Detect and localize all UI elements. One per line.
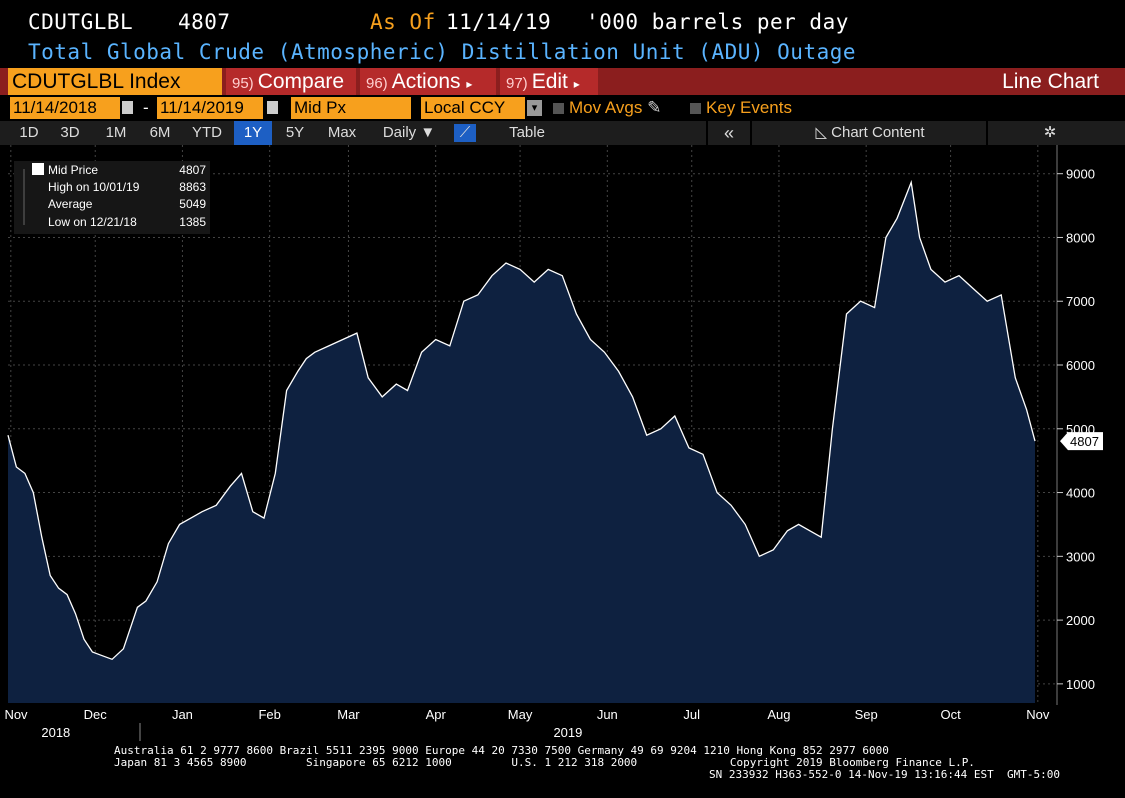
y-tick-label: 8000 [1066,230,1095,245]
legend-label: Low on 12/21/18 [48,215,137,229]
y-tick-label: 1000 [1066,677,1095,692]
tab-1m[interactable]: 1M [105,124,127,141]
year-label: 2018 [41,725,70,740]
pencil-icon[interactable]: ✎ [647,98,662,117]
year-label: 2019 [553,725,582,740]
as-of-label: As Of [370,10,436,34]
tab-ytd[interactable]: YTD [192,124,222,141]
legend-label: High on 10/01/19 [48,180,140,194]
x-tick-label: Jun [597,707,618,722]
calendar-icon[interactable] [122,101,133,114]
area-fill [8,182,1035,703]
security-input[interactable]: CDUTGLBL Index [8,68,222,95]
legend: Mid Price 4807 High on 10/01/19 8863 Ave… [14,161,210,234]
tab-1d[interactable]: 1D [19,124,39,141]
legend-value: 4807 [179,163,206,177]
description: Total Global Crude (Atmospheric) Distill… [28,40,857,64]
y-tick-label: 7000 [1066,294,1095,309]
x-tick-label: Jul [683,707,700,722]
footer-line: SN 233932 H363-552-0 14-Nov-19 13:16:44 … [709,768,1060,781]
tab-3d[interactable]: 3D [60,124,80,141]
y-tick-label: 9000 [1066,167,1095,182]
x-tick-label: Aug [767,707,790,722]
x-tick-label: Sep [855,707,878,722]
gear-icon[interactable]: ✲ [1043,124,1057,141]
x-tick-label: Dec [84,707,108,722]
legend-swatch [32,163,44,175]
legend-label: Mid Price [48,163,98,177]
settings-bar: 11/14/2018 - 11/14/2019 Mid Px Local CCY… [0,97,1125,119]
edit-button[interactable]: 97) Edit ▸ [500,68,598,95]
tab-1y[interactable]: 1Y [234,121,272,145]
key-events-toggle[interactable]: Key Events [690,97,792,119]
legend-value: 8863 [179,180,206,194]
end-date-input[interactable]: 11/14/2019 [157,97,263,119]
last-value: 4807 [178,10,231,34]
frequency-select[interactable]: Daily ▼ [382,124,436,141]
series-line [7,179,1036,661]
x-tick-label: Feb [258,707,280,722]
chart-icon: ◺ [815,124,827,141]
footer: Australia 61 2 9777 8600 Brazil 5511 239… [0,745,1125,781]
legend-value: 1385 [179,215,206,229]
header-line: CDUTGLBL 4807 As Of 11/14/19 '000 barrel… [0,10,1125,36]
checkbox-icon[interactable] [690,103,701,115]
y-tick-label: 2000 [1066,613,1095,628]
legend-value: 5049 [179,197,206,211]
y-tick-label: 6000 [1066,358,1095,373]
ticker-code: CDUTGLBL [28,10,134,34]
last-value-box [1060,432,1103,451]
footer-line: Australia 61 2 9777 8600 Brazil 5511 239… [114,744,889,757]
x-axis: Nov Dec Jan Feb Mar Apr May Jun Jul Aug Sep Oct Nov 2… [4,707,1050,741]
line-chart-icon[interactable]: ⟋ [454,124,476,142]
chart-content-button[interactable]: ◺ Chart Content [815,124,925,141]
table-button[interactable]: Table [509,124,545,141]
last-value-marker: 4807 [1060,432,1103,451]
y-tick-label: 3000 [1066,549,1095,564]
dropdown-arrow-icon: ▼ [420,124,436,141]
x-tick-label: Nov [4,707,28,722]
legend-label: Average [48,197,93,211]
footer-line: Japan 81 3 4565 8900 Singapore 65 6212 1… [114,756,975,769]
as-of-date: 11/14/19 [446,10,552,34]
command-bar: CDUTGLBL Index 95) Compare 96) Actions ▸ 9… [0,68,1125,95]
calendar-icon[interactable] [267,101,278,114]
start-date-input[interactable]: 11/14/2018 [10,97,120,119]
collapse-icon[interactable]: « [723,123,734,143]
units-label: '000 barrels per day [586,10,849,34]
dropdown-arrow-icon[interactable]: ▾ [527,100,542,116]
actions-button[interactable]: 96) Actions ▸ [360,68,496,95]
mov-avgs-toggle[interactable]: Mov Avgs ✎ [553,97,661,119]
field-select[interactable]: Mid Px [291,97,411,119]
tab-5y[interactable]: 5Y [285,124,305,141]
currency-select[interactable]: Local CCY [421,97,525,119]
compare-button[interactable]: 95) Compare [226,68,356,95]
x-tick-label: Apr [426,707,447,722]
tab-max[interactable]: Max [327,124,357,141]
dropdown-arrow-icon: ▸ [466,77,473,91]
x-tick-label: May [508,707,533,722]
last-value-label: 4807 [1070,434,1099,449]
chart-type-label: Line Chart [1002,70,1099,93]
dropdown-arrow-icon: ▸ [573,77,580,91]
x-tick-label: Jan [172,707,193,722]
checkbox-icon[interactable] [553,103,564,115]
tab-6m[interactable]: 6M [149,124,171,141]
x-tick-label: Nov [1026,707,1050,722]
period-bar: 1D 3D 1M 6M YTD 1Y 5Y Max Daily ▼ ⟋ Tabl… [0,121,1125,145]
y-tick-label: 4000 [1066,486,1095,501]
x-tick-label: Mar [337,707,360,722]
x-tick-label: Oct [940,707,961,722]
